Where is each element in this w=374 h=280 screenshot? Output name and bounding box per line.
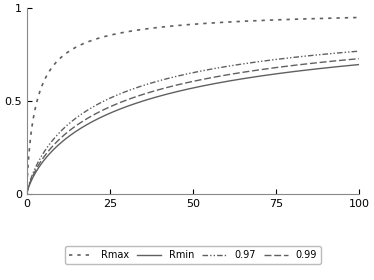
Legend: Rmax, Rmin, 0.97, 0.99: Rmax, Rmin, 0.97, 0.99 (65, 246, 321, 264)
